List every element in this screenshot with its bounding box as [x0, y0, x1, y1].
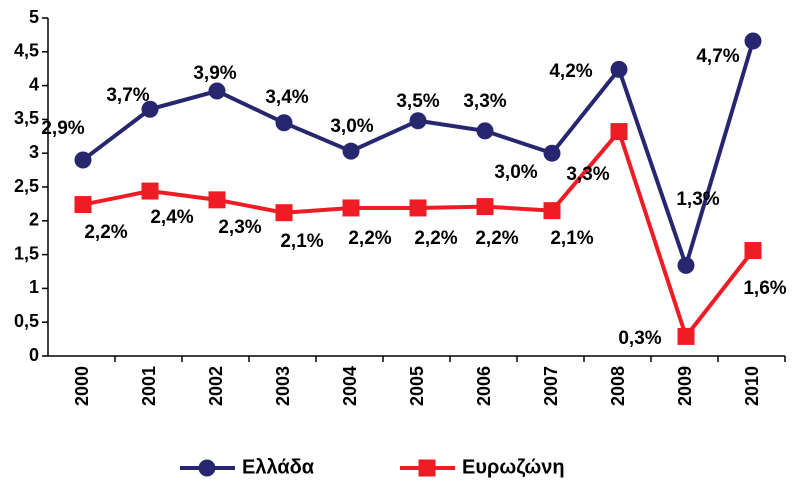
- x-tick-label: 2005: [407, 366, 427, 406]
- x-tick-label: 2010: [742, 366, 762, 406]
- x-tick-label: 2004: [340, 366, 360, 406]
- point: [476, 198, 494, 216]
- point: [275, 114, 293, 132]
- value-label: 3,7%: [106, 85, 149, 106]
- y-tick-label: 1: [29, 277, 39, 297]
- value-label: 2,1%: [280, 231, 323, 252]
- point: [677, 256, 695, 274]
- x-tick-label: 2008: [608, 366, 628, 406]
- value-label: 3,5%: [396, 91, 439, 112]
- value-label: 4,2%: [549, 61, 592, 82]
- x-tick-label: 2003: [273, 366, 293, 406]
- value-label: 3,4%: [265, 87, 308, 108]
- value-label: 0,3%: [618, 328, 661, 349]
- x-tick-label: 2000: [72, 366, 92, 406]
- point: [141, 182, 159, 200]
- value-label: 3,3%: [463, 91, 506, 112]
- value-label: 2,2%: [84, 222, 127, 243]
- x-tick-label: 2006: [474, 366, 494, 406]
- legend-label: Ελλάδα: [242, 456, 315, 478]
- y-tick-label: 3,5: [14, 108, 39, 128]
- x-tick-label: 2001: [139, 366, 159, 406]
- value-label: 2,2%: [414, 228, 457, 249]
- y-tick-label: 1,5: [14, 243, 39, 263]
- point: [744, 242, 762, 260]
- y-tick-label: 2,5: [14, 176, 39, 196]
- point: [208, 82, 226, 100]
- value-label: 2,2%: [475, 228, 518, 249]
- point: [677, 327, 695, 345]
- value-label: 1,6%: [743, 278, 786, 299]
- legend-marker: [418, 459, 436, 477]
- y-tick-label: 2: [29, 210, 39, 230]
- value-label: 3,0%: [330, 116, 373, 137]
- y-tick-label: 0,5: [14, 311, 39, 331]
- x-tick-label: 2007: [541, 366, 561, 406]
- point: [342, 142, 360, 160]
- point: [141, 100, 159, 118]
- x-tick-label: 2009: [675, 366, 695, 406]
- value-label: 3,9%: [193, 63, 236, 84]
- value-label: 2,1%: [550, 228, 593, 249]
- point: [610, 60, 628, 78]
- legend-label: Ευρωζώνη: [462, 456, 565, 478]
- point: [342, 199, 360, 217]
- value-label: 2,3%: [218, 217, 261, 238]
- point: [476, 122, 494, 140]
- point: [74, 196, 92, 214]
- point: [409, 199, 427, 217]
- y-tick-label: 0: [29, 345, 39, 365]
- value-label: 2,2%: [348, 228, 391, 249]
- x-tick-label: 2002: [206, 366, 226, 406]
- point: [275, 204, 293, 222]
- y-tick-label: 4: [29, 74, 39, 94]
- y-tick-label: 5: [29, 7, 39, 27]
- value-label: 4,7%: [696, 46, 739, 67]
- value-label: 1,3%: [676, 189, 719, 210]
- point: [610, 123, 628, 141]
- point: [543, 202, 561, 220]
- y-tick-label: 4,5: [14, 41, 39, 61]
- value-label: 2,4%: [150, 207, 193, 228]
- value-label: 3,3%: [566, 164, 609, 185]
- y-tick-label: 3: [29, 142, 39, 162]
- point: [208, 191, 226, 209]
- point: [409, 112, 427, 130]
- legend-marker: [198, 459, 216, 477]
- point: [744, 32, 762, 50]
- value-label: 3,0%: [494, 162, 537, 183]
- value-label: 2,9%: [41, 118, 84, 139]
- point: [74, 151, 92, 169]
- point: [543, 144, 561, 162]
